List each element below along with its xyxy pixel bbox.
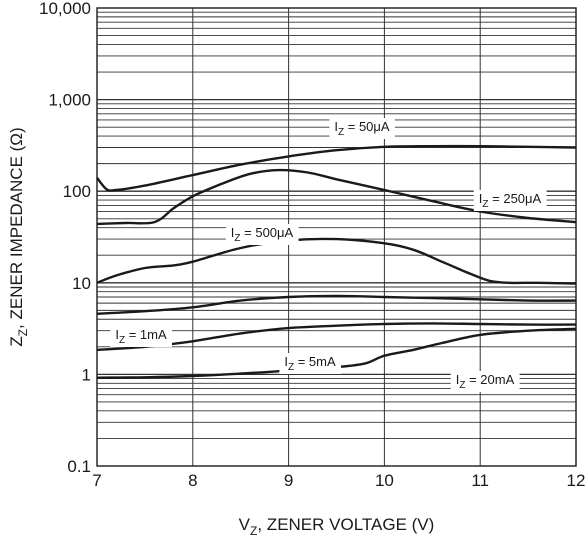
curve-label: IZ = 20mA (456, 372, 515, 391)
y-tick-label: 0.1 (67, 457, 91, 476)
curve-label-rest: = 20mA (465, 372, 514, 387)
y-axis-title-sub: Z (16, 329, 30, 336)
series-lines (96, 144, 577, 379)
y-tick-label: 100 (63, 182, 91, 201)
x-axis-title-rest: , ZENER VOLTAGE (V) (257, 515, 434, 534)
curve-label-sub: Z (482, 199, 488, 210)
curve-label: IZ = 500μA (231, 225, 294, 244)
curve-label-background (473, 190, 547, 211)
x-tick-label: 9 (284, 471, 293, 490)
curve-label: IZ = 50μA (334, 119, 390, 138)
y-tick-label: 1 (82, 365, 91, 384)
series-line (96, 294, 577, 315)
curve-label-base: I (334, 119, 338, 134)
x-axis-title: VZ, ZENER VOLTAGE (V) (239, 515, 435, 538)
curve-label-base: I (284, 354, 288, 369)
curve-label-base: I (115, 327, 119, 342)
curve-label-rest: = 1mA (125, 327, 167, 342)
curve-label: IZ = 1mA (115, 327, 167, 346)
curve-label-rest: = 5mA (294, 354, 336, 369)
x-tick-label: 11 (471, 471, 489, 490)
curve-label-rest: = 500μA (241, 225, 294, 240)
curve-label: IZ = 250μA (479, 191, 542, 210)
y-tick-label: 1,000 (48, 91, 91, 110)
x-axis-title-base: V (239, 515, 251, 534)
plot-frame (96, 7, 577, 467)
curve-label-background (110, 326, 172, 347)
curve-label-sub: Z (234, 233, 240, 244)
curve-label-background (450, 371, 520, 392)
series-line (96, 168, 577, 226)
curve-label-rest: = 50μA (344, 119, 390, 134)
curve-label: IZ = 5mA (284, 354, 336, 373)
series-line (96, 237, 577, 285)
curve-label-base: I (231, 225, 235, 240)
curve-label-background (225, 224, 299, 245)
y-axis-title-rest: , ZENER IMPEDANCE (Ω) (7, 127, 26, 329)
curve-label-base: I (479, 191, 483, 206)
x-axis-title-sub: Z (250, 524, 257, 538)
y-axis-title-base: Z (7, 336, 26, 346)
y-tick-label: 10 (72, 274, 91, 293)
x-tick-label: 10 (375, 471, 394, 490)
curve-label-rest: = 250μA (489, 191, 542, 206)
curve-label-base: I (456, 372, 460, 387)
y-axis-title: ZZ, ZENER IMPEDANCE (Ω) (7, 127, 30, 346)
series-line (96, 327, 577, 379)
series-line (96, 322, 577, 352)
x-tick-label: 8 (188, 471, 197, 490)
curve-label-sub: Z (338, 127, 344, 138)
curve-label-sub: Z (119, 335, 125, 346)
tick-labels: 7 8 9 10 11 12 0.1 1 10 100 1,000 10,000 (39, 0, 585, 490)
curve-label-sub: Z (459, 380, 465, 391)
curve-label-background (279, 353, 341, 374)
y-tick-label: 10,000 (39, 0, 91, 18)
series-line (96, 144, 577, 192)
x-tick-label: 7 (92, 471, 101, 490)
curve-label-background (329, 118, 395, 139)
x-tick-label: 12 (567, 471, 586, 490)
curve-label-sub: Z (288, 362, 294, 373)
